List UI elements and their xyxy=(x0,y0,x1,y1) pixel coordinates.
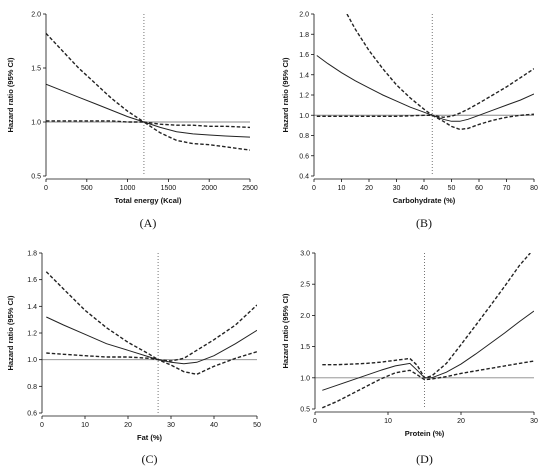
series-line-lower xyxy=(46,351,257,376)
panel-label: (D) xyxy=(416,452,433,466)
y-tick-label: 1.4 xyxy=(27,304,37,311)
panel-label: (C) xyxy=(142,452,158,466)
x-tick-label: 0 xyxy=(44,185,48,192)
y-tick-label: 2.0 xyxy=(299,12,309,19)
x-tick-label: 20 xyxy=(124,422,132,429)
y-tick-label: 3.0 xyxy=(300,251,310,258)
series-line-upper xyxy=(346,14,534,119)
y-tick-label: 1.8 xyxy=(299,32,309,39)
series-line-estimate xyxy=(46,83,250,138)
y-tick-label: 0.8 xyxy=(27,384,37,391)
series-line-upper xyxy=(45,271,257,362)
x-axis-title: Total energy (Kcal) xyxy=(115,196,182,205)
x-tick-label: 20 xyxy=(457,418,465,425)
x-tick-label: 70 xyxy=(503,185,511,192)
series-line-estimate xyxy=(316,55,534,122)
x-tick-label: 10 xyxy=(338,185,346,192)
x-axis-title: Carbohydrate (%) xyxy=(393,196,456,205)
y-axis-title: Hazard ratio (95% CI) xyxy=(281,293,290,369)
x-tick-label: 30 xyxy=(393,185,401,192)
x-tick-label: 0 xyxy=(312,185,316,192)
series-line-upper xyxy=(46,32,250,129)
series-line-lower xyxy=(316,113,534,131)
x-tick-label: 2000 xyxy=(201,185,217,192)
x-tick-label: 50 xyxy=(253,422,261,429)
chart-panel-b: 0 10 20 30 40 50 60 70 80 0.4 0.6 0.8 1.0 1.2 1.4 1.6 1.… xyxy=(281,12,538,231)
y-tick-label: 1.0 xyxy=(300,375,310,382)
y-tick-label: 1.6 xyxy=(299,52,309,59)
panel-label: (B) xyxy=(416,216,432,230)
chart-panel-d: 0 10 20 30 0.5 1.0 1.5 2.0 2.5 3.0 Protein (%) Haza… xyxy=(281,251,538,467)
panel-label: (A) xyxy=(140,216,157,230)
series-line-estimate xyxy=(322,310,534,391)
y-tick-label: 1.2 xyxy=(299,93,309,100)
y-tick-label: 0.6 xyxy=(299,153,309,160)
x-tick-label: 40 xyxy=(420,185,428,192)
y-tick-label: 0.6 xyxy=(27,411,37,418)
x-tick-label: 50 xyxy=(448,185,456,192)
y-tick-label: 1.8 xyxy=(27,251,37,258)
y-tick-label: 1.4 xyxy=(299,72,309,79)
y-tick-label: 1.2 xyxy=(27,331,37,338)
x-tick-label: 2500 xyxy=(242,185,258,192)
x-tick-label: 1500 xyxy=(161,185,177,192)
x-tick-label: 60 xyxy=(475,185,483,192)
y-tick-label: 1.6 xyxy=(27,277,37,284)
x-tick-label: 30 xyxy=(167,422,175,429)
y-tick-label: 1.5 xyxy=(300,344,310,351)
x-tick-label: 40 xyxy=(210,422,218,429)
y-tick-label: 1.0 xyxy=(27,357,37,364)
y-tick-label: 0.5 xyxy=(300,407,310,414)
y-tick-label: 2.5 xyxy=(300,282,310,289)
x-tick-label: 10 xyxy=(384,418,392,425)
y-tick-label: 2.0 xyxy=(31,12,41,19)
y-tick-label: 1.0 xyxy=(299,113,309,120)
series-line-lower xyxy=(322,360,534,409)
y-axis-title: Hazard ratio (95% CI) xyxy=(6,295,15,371)
x-tick-label: 80 xyxy=(530,185,538,192)
y-tick-label: 0.4 xyxy=(299,174,309,181)
series-line-estimate xyxy=(46,316,257,365)
series-line-upper xyxy=(322,253,531,379)
y-tick-label: 0.5 xyxy=(31,174,41,181)
x-axis-title: Protein (%) xyxy=(405,429,445,438)
y-tick-label: 0.8 xyxy=(299,133,309,140)
x-tick-label: 1000 xyxy=(120,185,136,192)
y-tick-label: 1.0 xyxy=(31,120,41,127)
y-axis-title: Hazard ratio (95% CI) xyxy=(6,57,15,133)
y-tick-label: 2.0 xyxy=(300,313,310,320)
x-tick-label: 20 xyxy=(365,185,373,192)
x-axis-title: Fat (%) xyxy=(137,433,163,442)
x-tick-label: 0 xyxy=(40,422,44,429)
y-tick-label: 1.5 xyxy=(31,66,41,73)
chart-panel-a: 0 500 1000 1500 2000 2500 0.5 1.0 1.5 2.0 Total en… xyxy=(6,12,258,231)
x-tick-label: 500 xyxy=(81,185,93,192)
x-tick-label: 0 xyxy=(313,418,317,425)
y-axis-title: Hazard ratio (95% CI) xyxy=(281,57,290,133)
chart-panel-c: 0 10 20 30 40 50 0.6 0.8 1.0 1.2 1.4 1.6 1.8 Fat (%) H… xyxy=(6,251,261,467)
x-tick-label: 30 xyxy=(530,418,538,425)
x-tick-label: 10 xyxy=(81,422,89,429)
